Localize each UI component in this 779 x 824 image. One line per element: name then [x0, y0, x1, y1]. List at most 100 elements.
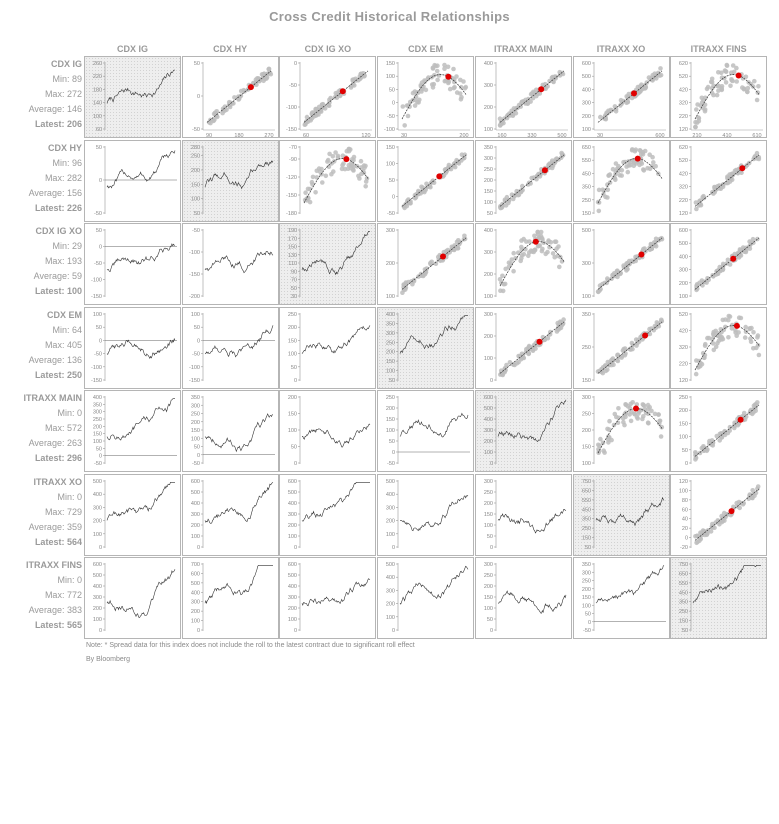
spread-panel-r2-c0-y-tick-label: 0	[99, 245, 102, 251]
scatter-panel-r1-c2-point	[356, 173, 362, 178]
row-stat-value: 0	[76, 408, 82, 418]
scatter-panel-r1-c6-point	[721, 181, 726, 187]
scatter-panel-r4-c5-point	[652, 411, 657, 417]
spread-panel-r6-c1-y-tick-label: 700	[191, 562, 200, 568]
scatter-panel-r0-c1-latest-point	[247, 84, 254, 91]
spread-panel-r3-c2-y-tick-label: 100	[288, 351, 297, 357]
row-stat-value: 156	[66, 187, 82, 198]
row-stat-value: 772	[66, 590, 82, 600]
scatter-panel-r1-c4-y-tick-label: 50	[487, 211, 493, 217]
spread-panel-r2-c0-y-tick-label: -150	[91, 294, 102, 300]
scatter-panel-r0-c2-latest-point	[340, 88, 347, 95]
spread-panel-r4-c3-plot: -50 0 50 100 150 200 250	[386, 395, 471, 467]
scatter-panel-r1-c2-point	[333, 149, 339, 155]
spread-panel-r4-c3-y-tick-label: 250	[386, 395, 395, 401]
scatter-panel-r1-c6-point	[693, 199, 699, 205]
scatter-panel-r2-c6: 100 200 300 400 500 600	[670, 223, 768, 305]
scatter-panel-r0-c3-point	[454, 90, 460, 95]
history-panel-r2-c2: 30 50 70 90 110 130 150 170 190	[279, 223, 377, 305]
scatter-panel-r4-c6-y-tick-label: 0	[685, 461, 688, 467]
scatter-panel-r0-c3-y-tick-label: -100	[384, 127, 395, 133]
scatter-panel-r2-c5-point	[649, 246, 654, 252]
spread-panel-r4-c1-y-tick-label: 250	[191, 412, 200, 418]
spread-panel-r6-c0: 0 100 200 300 400 500 600	[84, 557, 181, 639]
scatter-panel-r2-c4-point	[511, 268, 516, 274]
scatter-panel-r0-c3-point	[402, 123, 408, 128]
scatter-panel-r1-c5-point	[595, 199, 600, 204]
scatter-panel-r3-c4-point	[547, 331, 553, 337]
scatter-panel-r0-c6-point	[722, 75, 727, 81]
history-panel-r3-c3-y-tick-label: 150	[386, 359, 395, 365]
row-stat-value: 564	[66, 536, 82, 547]
scatter-panel-r0-c2: -150 -100 -50 0 60 120	[279, 56, 377, 138]
scatter-panel-r1-c2-point	[364, 178, 369, 184]
column-header-cdx-ig-xo: CDX IG XO	[304, 44, 352, 54]
spread-panel-r5-c3-y-tick-label: 100	[386, 531, 395, 537]
row-stat-value: 263	[66, 438, 82, 448]
scatter-panel-r1-c2-y-tick-label: -90	[289, 157, 297, 163]
scatter-panel-r1-c5-y-tick-label: 250	[581, 197, 590, 203]
scatter-panel-r1-c2-point	[363, 183, 369, 189]
scatter-panel-r0-c6-point	[711, 92, 716, 98]
row-stat-min: Min: 96	[0, 156, 82, 171]
spread-panel-r3-c1-plot: -150 -100 -50 0 50 100	[189, 312, 275, 384]
scatter-panel-r3-c4-point	[526, 351, 531, 356]
scatter-panel-r0-c5-y-tick-label: 300	[581, 101, 590, 107]
scatter-panel-r3-c5-point	[634, 340, 640, 345]
scatter-panel-r1-c5-point	[617, 172, 622, 178]
scatter-panel-r5-c6-point	[737, 505, 743, 510]
row-stat-label: Max:	[44, 172, 65, 183]
row-stat-min: Min: 0	[0, 406, 82, 421]
scatter-panel-r3-c4-y-tick-label: 200	[484, 334, 493, 340]
spread-panel-r6-c2-y-tick-label: 400	[288, 584, 297, 590]
scatter-panel-r2-c4-y-tick-label: 300	[484, 250, 493, 256]
history-panel-r4-c4-y-tick-label: 200	[484, 439, 493, 445]
scatter-panel-r5-c6-latest-point	[728, 507, 735, 514]
scatter-panel-r4-c5-trend-line	[597, 408, 662, 454]
scatter-panel-r3-c5-y-tick-label: 350	[581, 312, 590, 318]
scatter-panel-r0-c1-x-tick-label: 270	[264, 133, 273, 138]
row-stat-value: 0	[76, 575, 82, 585]
row-stat-value: 29	[71, 241, 82, 251]
spread-panel-r6-c1-y-tick-label: 600	[191, 571, 200, 577]
scatter-panel-r1-c5-point	[631, 163, 636, 168]
scatter-panel-r4-c6-point	[722, 432, 728, 438]
spread-panel-r4-c3-y-tick-label: -50	[387, 461, 395, 467]
scatter-panel-r1-c3-trend-line	[401, 154, 467, 207]
spread-panel-r6-c5-y-tick-label: 250	[581, 579, 590, 585]
scatter-panel-r3-c6-y-tick-label: 320	[679, 345, 688, 351]
scatter-panel-r0-c5-y-tick-label: 500	[581, 74, 590, 80]
scatter-panel-r0-c1-point	[238, 88, 244, 94]
scatter-panel-r4-c5-point	[641, 403, 646, 409]
spread-panel-r5-c4-y-tick-label: 0	[490, 545, 493, 551]
scatter-panel-r2-c5-y-tick-label: 500	[581, 228, 590, 234]
row-stat-label: ITRAXX XO	[33, 476, 82, 487]
spread-panel-r4-c1-y-tick-label: 300	[191, 403, 200, 409]
row-stat-label: Latest:	[34, 286, 65, 296]
scatter-panel-r0-c2-point	[333, 90, 339, 96]
scatter-panel-r0-c1-point	[231, 95, 237, 100]
scatter-panel-r2-c4-point	[506, 264, 511, 270]
history-panel-r3-c3-series-line	[399, 314, 469, 354]
scatter-panel-r2-c6-point	[725, 257, 731, 263]
history-panel-r2-c2-y-tick-label: 50	[291, 286, 297, 292]
row-label-cdx-hy: CDX HY Min: 96 Max: 282 Average: 156 Latest:…	[0, 141, 82, 216]
spread-panel-r5-c3-y-tick-label: 200	[386, 518, 395, 524]
history-panel-r3-c3-y-tick-label: 100	[386, 368, 395, 374]
spread-panel-r5-c0: 0 100 200 300 400 500	[84, 473, 181, 556]
row-stat-value: 226	[66, 202, 82, 213]
spread-panel-r2-c0-plot: -150 -100 -50 0 50	[91, 228, 177, 300]
spread-panel-r5-c0-y-tick-label: 500	[93, 479, 102, 485]
row-label-itraxx-main: ITRAXX MAIN Min: 0 Max: 572 Average: 263 Lat…	[0, 391, 83, 466]
scatter-panel-r2-c5-y-tick-label: 300	[581, 261, 590, 267]
scatter-panel-r4-c5-point	[596, 443, 602, 448]
scatter-panel-r0-c4-y-tick-label: 400	[484, 61, 493, 67]
row-stat-name: ITRAXX MAIN	[0, 391, 83, 406]
scatter-panel-r0-c4: 100 200 300 400 160 330 500	[474, 56, 572, 138]
scatter-panel-r0-c5-point	[647, 77, 653, 82]
scatter-panel-r3-c4-point	[519, 351, 524, 356]
scatter-panel-r2-c4-point	[521, 251, 526, 257]
scatter-panel-r2-c3-point	[433, 261, 439, 266]
scatter-panel-r1-c5-point	[610, 166, 615, 171]
